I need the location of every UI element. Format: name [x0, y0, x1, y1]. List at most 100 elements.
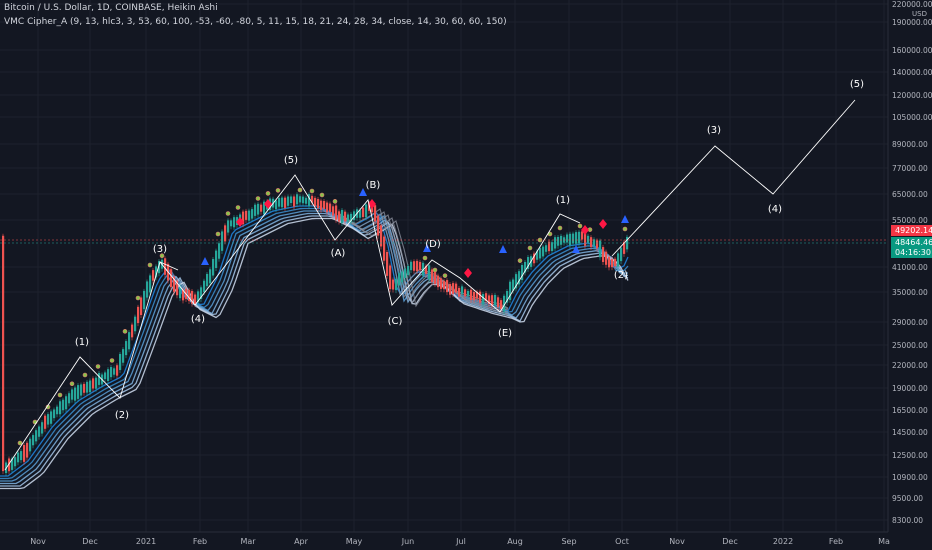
candle-body [452, 283, 455, 295]
candle-body [176, 280, 179, 296]
time-tick-label: Nov [30, 537, 46, 546]
wave-label: (B) [366, 180, 381, 191]
candle-body [581, 231, 584, 240]
candle-body [11, 458, 14, 470]
time-tick-label: Nov [669, 537, 685, 546]
candle-body [626, 236, 629, 250]
candle-body [254, 204, 257, 216]
wave-line [159, 261, 179, 271]
candle-body [263, 201, 266, 215]
candle-body [173, 276, 176, 292]
candle-body [113, 368, 116, 375]
signal-markers [17, 187, 629, 446]
candle-body [470, 289, 473, 301]
price-tick-label: 12500.00 [892, 451, 928, 460]
candle-body [305, 197, 308, 204]
time-tick-label: Feb [193, 537, 207, 546]
candle-body [578, 231, 581, 244]
candle-body [368, 202, 371, 211]
time-tick-label: Dec [722, 537, 737, 546]
candle-body [404, 268, 407, 278]
candle-body [491, 295, 494, 307]
candle-body [38, 426, 41, 437]
signal-red-diamond [464, 268, 472, 278]
candle-body [128, 332, 131, 350]
countdown-tag: 04:16:30 [891, 247, 932, 258]
ribbon-line [0, 215, 629, 487]
candle-body [284, 197, 287, 208]
wave-label: (1) [556, 195, 570, 206]
candle-body [455, 283, 458, 293]
candle-body [41, 422, 44, 434]
signal-dot [159, 253, 165, 259]
candle-body [125, 341, 128, 356]
candle-body [572, 233, 575, 244]
time-tick-label: Apr [294, 537, 309, 546]
signal-dot [517, 258, 523, 263]
price-tick-label: 19000.00 [892, 384, 928, 393]
candle-body [587, 235, 590, 243]
candle-body [62, 399, 65, 411]
wave-label: (A) [331, 248, 346, 259]
candle-body [14, 457, 17, 467]
price-tick-label: 77000.00 [892, 164, 928, 173]
candle-body [422, 262, 425, 276]
candle-body [23, 445, 26, 462]
candle-body [89, 380, 92, 393]
price-tick-label: 8300.00 [892, 516, 923, 525]
candle-body [335, 205, 338, 220]
candle-body [17, 452, 20, 463]
candle-body [413, 261, 416, 271]
candle-body [26, 442, 29, 458]
price-tick-label: 140000.00 [892, 68, 932, 77]
candle-body [155, 266, 158, 278]
time-axis[interactable]: Nov Dec 2021 Feb Mar Apr May Jun Jul Aug Sep Oct Nov… [30, 537, 890, 546]
candle-body [32, 435, 35, 446]
candle-body [314, 197, 317, 207]
price-tick-label: 16500.00 [892, 406, 928, 415]
wave-label: (4) [768, 204, 782, 215]
candle-body [476, 291, 479, 299]
candle-body [434, 270, 437, 284]
candle-body [47, 414, 50, 425]
candle-body [407, 265, 410, 276]
candle-body [320, 200, 323, 210]
candle-body [383, 236, 386, 261]
indicator-legend[interactable]: VMC Cipher_A (9, 13, hlc3, 3, 53, 60, 10… [4, 17, 507, 27]
candle-body [80, 384, 83, 396]
time-tick-label: 2021 [136, 537, 156, 546]
price-tick-label: 190000.00 [892, 18, 932, 27]
candle-body [281, 197, 284, 208]
candle-body [293, 196, 296, 207]
wave-label: (E) [498, 328, 512, 339]
candle-body [158, 261, 161, 274]
candle-body [443, 280, 446, 290]
candle-body [44, 415, 47, 429]
candle-body [347, 214, 350, 222]
candle-body [299, 196, 302, 203]
candle-body [410, 261, 413, 271]
ribbon-line [0, 212, 628, 485]
candle-body [374, 205, 377, 222]
time-tick-label: Sep [561, 537, 576, 546]
signal-blue-triangle [572, 245, 580, 253]
wave-label: (5) [284, 155, 298, 166]
candle-body [494, 294, 497, 306]
price-axis[interactable]: 220000.00 190000.00 160000.00 140000.00 1200… [892, 0, 932, 525]
candle-body [386, 251, 389, 276]
signal-dot [215, 231, 221, 237]
candle-body [350, 213, 353, 223]
candle-body [311, 195, 314, 203]
candle-body [230, 220, 233, 227]
price-tick-label: 22000.00 [892, 361, 928, 370]
candle-body [617, 253, 620, 267]
wave-label: (C) [388, 316, 403, 327]
candle-body [110, 367, 113, 378]
symbol-title[interactable]: Bitcoin / U.S. Dollar, 1D, COINBASE, Hei… [4, 3, 218, 13]
candle-body [584, 232, 587, 246]
ema-ribbon [0, 205, 629, 490]
candle-body [362, 207, 365, 218]
candle-body [56, 406, 59, 415]
candle-body [104, 372, 107, 380]
